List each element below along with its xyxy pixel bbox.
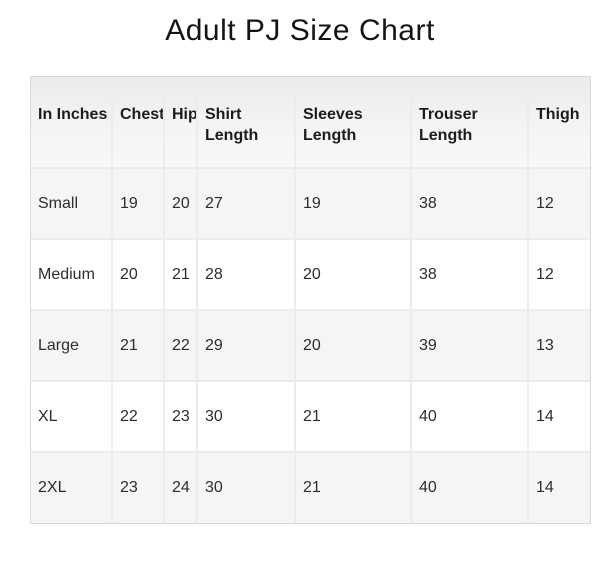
trouser-length-cell: 39 [410, 309, 528, 381]
table-row-medium: Medium 20 21 28 20 38 12 [31, 238, 590, 310]
header-row: In Inches Chest Hip Shirt Length Sleeves… [31, 77, 590, 168]
table-row-large: Large 21 22 29 20 39 13 [31, 309, 590, 381]
shirt-length-cell: 30 [196, 451, 295, 523]
trouser-length-cell: 38 [410, 238, 528, 310]
chest-cell: 19 [111, 167, 164, 239]
hip-cell: 23 [163, 380, 197, 452]
thigh-cell: 13 [527, 309, 590, 381]
table-row-small: Small 19 20 27 19 38 12 [31, 167, 590, 239]
sleeves-length-cell: 21 [294, 380, 411, 452]
column-header-thigh: Thigh [527, 77, 590, 168]
thigh-cell: 12 [527, 167, 590, 239]
hip-cell: 22 [163, 309, 197, 381]
column-header-chest: Chest [111, 77, 164, 168]
thigh-cell: 14 [527, 451, 590, 523]
table-row-2xl: 2XL 23 24 30 21 40 14 [31, 451, 590, 523]
shirt-length-cell: 27 [196, 167, 295, 239]
column-header-hip: Hip [163, 77, 197, 168]
size-chart-container: In Inches Chest Hip Shirt Length Sleeves… [30, 76, 591, 524]
hip-cell: 20 [163, 167, 197, 239]
size-cell: Medium [31, 238, 112, 310]
hip-cell: 21 [163, 238, 197, 310]
column-header-sleeves-length: Sleeves Length [294, 77, 411, 168]
chest-cell: 21 [111, 309, 164, 381]
size-cell: Small [31, 167, 112, 239]
hip-cell: 24 [163, 451, 197, 523]
chest-cell: 23 [111, 451, 164, 523]
size-chart-table: In Inches Chest Hip Shirt Length Sleeves… [31, 77, 590, 523]
size-cell: XL [31, 380, 112, 452]
size-cell: Large [31, 309, 112, 381]
chest-cell: 20 [111, 238, 164, 310]
sleeves-length-cell: 21 [294, 451, 411, 523]
shirt-length-cell: 30 [196, 380, 295, 452]
thigh-cell: 14 [527, 380, 590, 452]
page-title: Adult PJ Size Chart [165, 14, 435, 47]
column-header-in-inches: In Inches [31, 77, 112, 168]
shirt-length-cell: 28 [196, 238, 295, 310]
trouser-length-cell: 40 [410, 451, 528, 523]
sleeves-length-cell: 20 [294, 309, 411, 381]
column-header-shirt-length: Shirt Length [196, 77, 295, 168]
column-header-trouser-length: Trouser Length [410, 77, 528, 168]
chest-cell: 22 [111, 380, 164, 452]
shirt-length-cell: 29 [196, 309, 295, 381]
table-row-xl: XL 22 23 30 21 40 14 [31, 380, 590, 452]
size-cell: 2XL [31, 451, 112, 523]
thigh-cell: 12 [527, 238, 590, 310]
trouser-length-cell: 40 [410, 380, 528, 452]
sleeves-length-cell: 20 [294, 238, 411, 310]
sleeves-length-cell: 19 [294, 167, 411, 239]
trouser-length-cell: 38 [410, 167, 528, 239]
